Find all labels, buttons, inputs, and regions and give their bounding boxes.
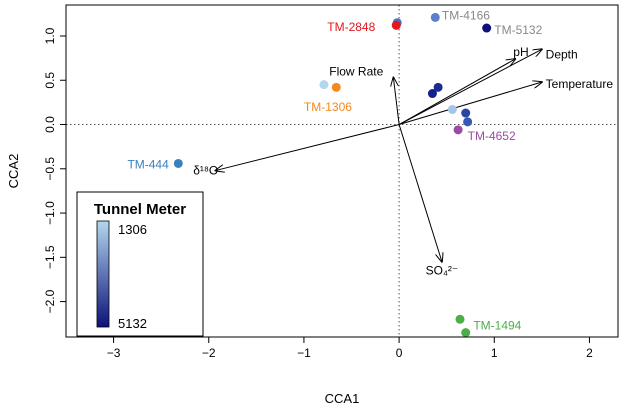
data-point <box>447 104 457 114</box>
y-tick-label: 0.5 <box>43 72 57 89</box>
point-label: TM-2848 <box>327 20 375 34</box>
x-tick-label: 2 <box>586 346 593 360</box>
data-point <box>427 89 437 99</box>
point-label: TM-1494 <box>473 318 521 332</box>
y-tick-label: −2.0 <box>43 289 57 313</box>
data-point <box>453 125 463 135</box>
y-tick-label: 1.0 <box>43 27 57 44</box>
data-point <box>463 117 473 127</box>
data-point <box>461 328 471 338</box>
vector-label: Temperature <box>546 77 614 91</box>
y-tick-label: −0.5 <box>43 157 57 181</box>
y-tick-label: 0.0 <box>43 116 57 133</box>
data-point <box>319 80 329 90</box>
vector-label: δ¹⁸O <box>193 164 218 178</box>
sample-points <box>173 12 492 338</box>
vector-label: pH <box>513 45 528 59</box>
x-tick-label: 1 <box>491 346 498 360</box>
data-point <box>173 158 183 168</box>
data-point <box>430 12 440 22</box>
x-axis-label: CCA1 <box>325 391 360 406</box>
data-point <box>331 82 341 92</box>
x-axis: −3 −2 −1 0 1 2 <box>107 337 593 360</box>
legend: Tunnel Meter 1306 5132 <box>76 191 204 337</box>
point-label: TM-444 <box>127 157 169 171</box>
x-tick-label: −3 <box>107 346 121 360</box>
vector-arrow <box>393 78 400 125</box>
vector-label: SO₄²⁻ <box>426 264 459 278</box>
data-point <box>482 23 492 33</box>
vector-label: Flow Rate <box>329 64 383 78</box>
y-tick-label: −1.0 <box>43 201 57 225</box>
env-vectors: pH Depth Temperature Flow Rate δ¹⁸O SO₄²⁻ <box>193 45 613 278</box>
vector-arrow <box>398 82 542 125</box>
legend-colorbar <box>96 220 110 328</box>
x-tick-label: −2 <box>202 346 216 360</box>
x-tick-label: 0 <box>396 346 403 360</box>
data-point <box>391 20 401 30</box>
vector-label: Depth <box>546 48 578 62</box>
x-tick-label: −1 <box>297 346 311 360</box>
sample-labels: TM-2848 TM-4166 TM-5132 TM-1306 TM-4652 TM-44… <box>127 9 542 333</box>
plot-frame <box>65 4 619 338</box>
data-point <box>461 108 471 118</box>
data-point <box>433 82 443 92</box>
data-point <box>455 314 465 324</box>
y-tick-label: −1.5 <box>43 245 57 269</box>
vector-arrow <box>215 124 400 171</box>
point-label: TM-4166 <box>442 9 490 23</box>
vector-arrow <box>398 124 442 262</box>
legend-min-label: 1306 <box>118 222 147 237</box>
reference-lines <box>66 5 618 337</box>
vector-arrow <box>398 49 542 125</box>
point-label: TM-5132 <box>494 23 542 37</box>
y-axis: −2.0 −1.5 −1.0 −0.5 0.0 0.5 1.0 <box>43 27 66 313</box>
legend-max-label: 5132 <box>118 316 147 331</box>
legend-title: Tunnel Meter <box>94 201 186 218</box>
vector-arrow <box>398 59 515 125</box>
y-axis-label: CCA2 <box>6 154 21 189</box>
point-label: TM-1306 <box>304 100 352 114</box>
point-label: TM-4652 <box>468 129 516 143</box>
